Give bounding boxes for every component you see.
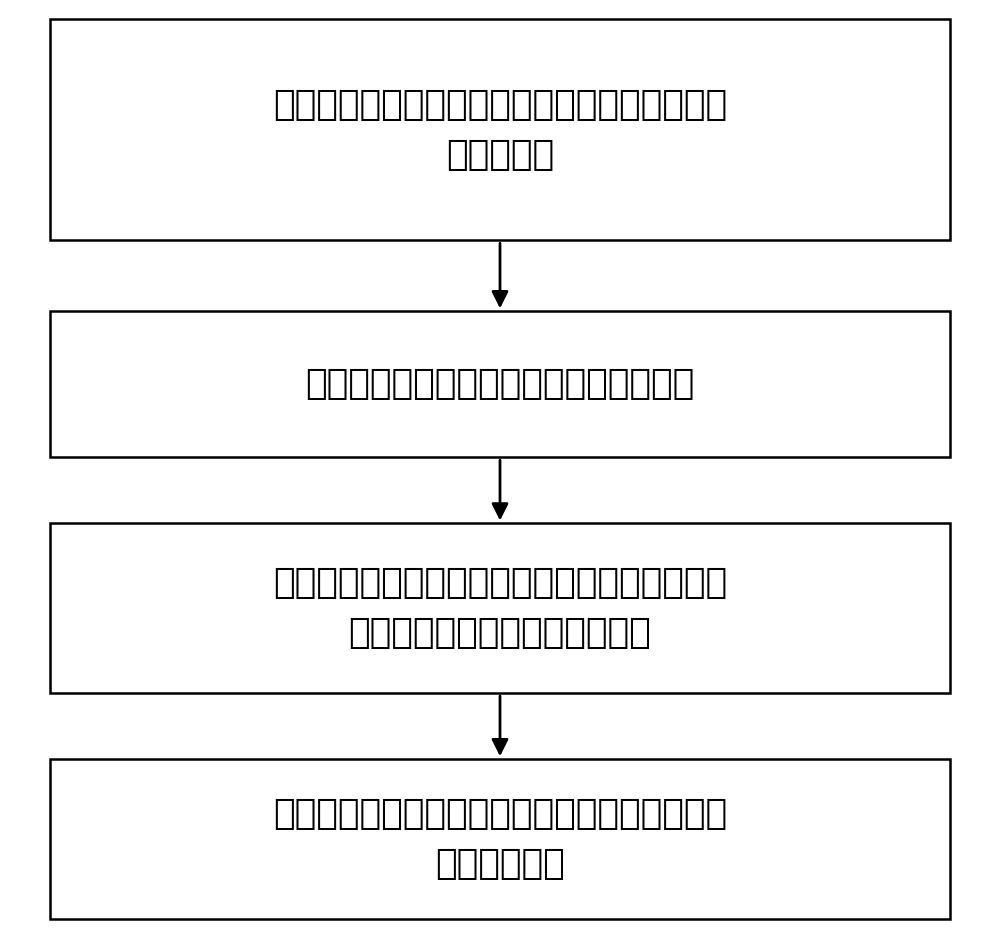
- FancyBboxPatch shape: [50, 19, 950, 240]
- FancyBboxPatch shape: [50, 759, 950, 919]
- FancyBboxPatch shape: [50, 311, 950, 457]
- Text: 在故障相人为设置多个参考点，结合绕组电势分
布计算各参考点的故障评价指标: 在故障相人为设置多个参考点，结合绕组电势分 布计算各参考点的故障评价指标: [273, 566, 727, 651]
- FancyBboxPatch shape: [50, 523, 950, 693]
- Text: 将计算值最小的参考点视为故障位置，进而确定
故障所在槽号: 将计算值最小的参考点视为故障位置，进而确定 故障所在槽号: [273, 797, 727, 882]
- Text: 以三次谐波槽电势为单元计算故障部分绕组的三
次谐波电势: 以三次谐波槽电势为单元计算故障部分绕组的三 次谐波电势: [273, 88, 727, 172]
- Text: 基于三次谐波等值电路构造故障评价指标: 基于三次谐波等值电路构造故障评价指标: [305, 367, 695, 402]
